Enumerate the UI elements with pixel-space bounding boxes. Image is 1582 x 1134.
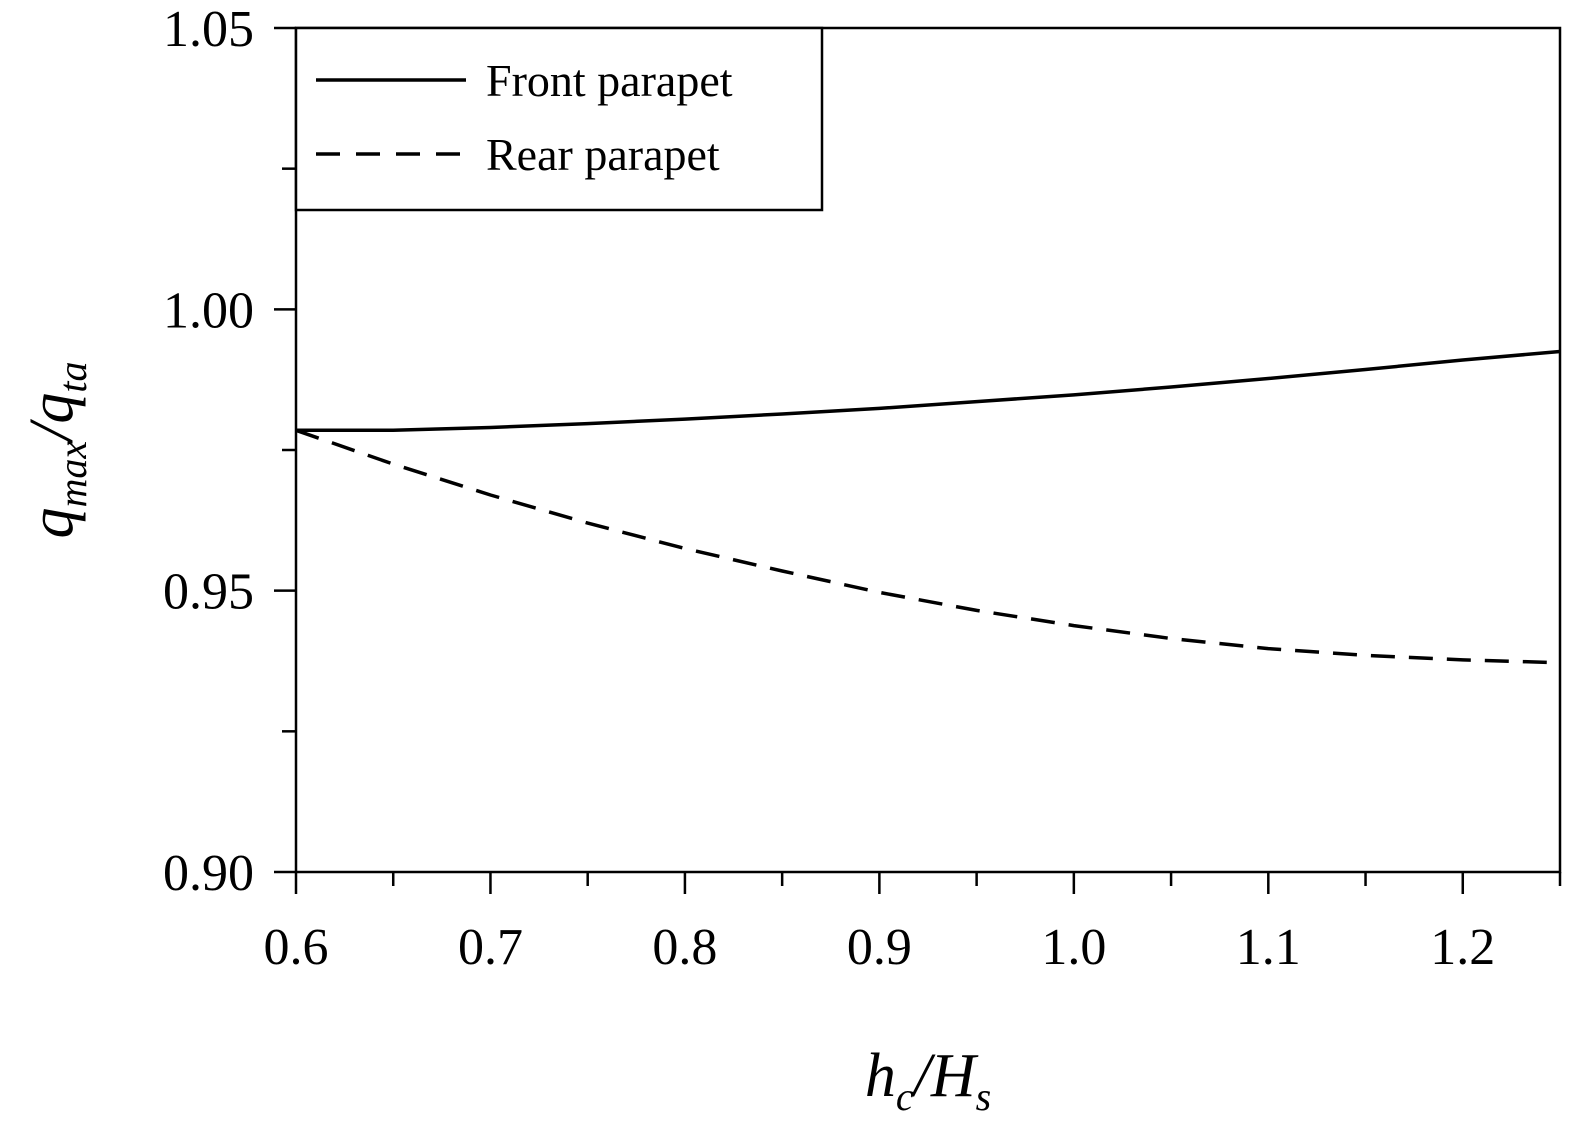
y-title-main: q [18, 508, 86, 539]
legend-box [294, 26, 824, 212]
x-tick-label: 1.1 [1236, 919, 1301, 976]
y-title-sub: max [50, 441, 95, 508]
axes: 0.6 0.7 0.8 0.9 1.0 1.1 1.2 0.90 0.95 1.00 1.05 [163, 1, 1562, 976]
legend-label: Front parapet [486, 55, 733, 106]
y-tick-label: 0.90 [163, 845, 254, 902]
y-axis-title: qmax/qta [18, 362, 95, 539]
axis-titles: hc/Hs qmax/qta [18, 362, 991, 1120]
series-lines [295, 349, 1561, 665]
x-axis-title: hc/Hs [865, 1042, 991, 1119]
y-title-main2: q [18, 393, 86, 424]
x-tick-label: 0.7 [458, 919, 523, 976]
y-title-sub2: ta [50, 362, 95, 393]
y-tick-label: 1.00 [163, 282, 254, 339]
legend-label: Rear parapet [486, 129, 720, 180]
x-tick-label: 1.0 [1041, 919, 1106, 976]
x-title-sub: c [896, 1074, 914, 1119]
x-tick-label: 0.9 [847, 919, 912, 976]
front-parapet-line [296, 349, 1561, 433]
x-title-main: h [865, 1042, 896, 1110]
legend: Front parapet Rear parapet [294, 26, 824, 212]
x-tick-label: 0.6 [264, 919, 329, 976]
x-title-main2: H [930, 1042, 979, 1110]
x-tick-label: 0.8 [652, 919, 717, 976]
rear-parapet-line [295, 428, 1561, 665]
y-tick-label: 1.05 [163, 1, 254, 58]
x-title-sub2: s [976, 1074, 992, 1119]
y-tick-label: 0.95 [163, 564, 254, 621]
x-tick-label: 1.2 [1430, 919, 1495, 976]
